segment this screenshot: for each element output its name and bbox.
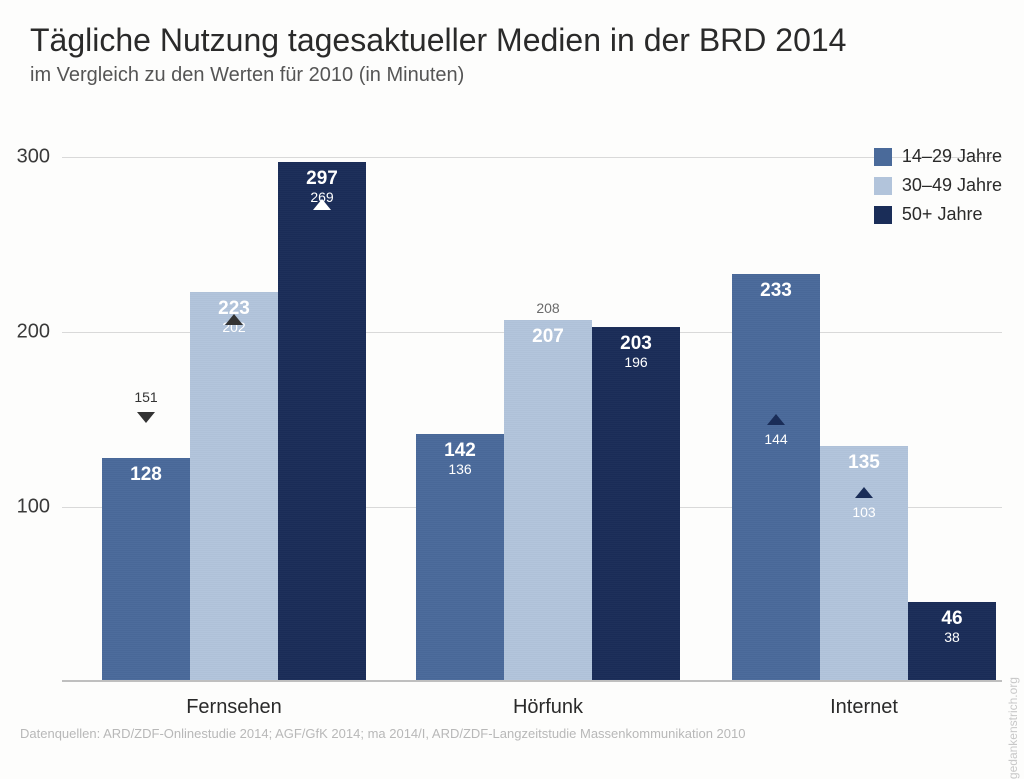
triangle-up-icon	[225, 314, 243, 325]
category-label: Hörfunk	[416, 682, 680, 719]
plot-area: 100200300 128151223202297269Fernsehen142…	[62, 122, 1002, 682]
category-label: Fernsehen	[102, 682, 366, 719]
triangle-up-icon	[855, 487, 873, 498]
bar-prev-label: 136	[416, 461, 504, 477]
legend: 14–29 Jahre 30–49 Jahre 50+ Jahre	[874, 146, 1002, 225]
x-axis-baseline	[62, 680, 1002, 682]
bar: 207	[504, 320, 592, 682]
chart-title: Tägliche Nutzung tagesaktueller Medien i…	[30, 22, 846, 59]
watermark: gedankenstrich.org	[1006, 677, 1020, 779]
legend-swatch	[874, 206, 892, 224]
bar: 4638	[908, 602, 996, 683]
bar: 203196	[592, 327, 680, 682]
y-tick-label: 300	[17, 146, 62, 169]
bar: 142136	[416, 434, 504, 683]
legend-item: 14–29 Jahre	[874, 146, 1002, 167]
arrow-label: 144	[732, 431, 820, 447]
legend-label: 50+ Jahre	[902, 204, 983, 225]
category-label: Internet	[732, 682, 996, 719]
bar: 223202	[190, 292, 278, 682]
legend-swatch	[874, 148, 892, 166]
source-attribution: Datenquellen: ARD/ZDF-Onlinestudie 2014;…	[20, 726, 745, 741]
bar-prev-label: 38	[908, 629, 996, 645]
legend-swatch	[874, 177, 892, 195]
bar-value-label: 128	[102, 464, 190, 486]
triangle-up-icon	[767, 414, 785, 425]
bar-value-label: 135	[820, 452, 908, 474]
arrow-label: 151	[102, 389, 190, 405]
triangle-down-icon	[137, 412, 155, 423]
bar: 128	[102, 458, 190, 682]
category-group: 128151223202297269Fernsehen	[102, 122, 366, 682]
bar-value-label: 142	[416, 440, 504, 462]
legend-label: 30–49 Jahre	[902, 175, 1002, 196]
bar-above-label: 208	[504, 300, 592, 316]
legend-item: 50+ Jahre	[874, 204, 1002, 225]
bar-value-label: 207	[504, 326, 592, 348]
bar-prev-label: 196	[592, 354, 680, 370]
bar: 135	[820, 446, 908, 682]
y-tick-label: 200	[17, 321, 62, 344]
category-group: 142136207208203196Hörfunk	[416, 122, 680, 682]
bar-value-label: 233	[732, 280, 820, 302]
bar-value-label: 203	[592, 333, 680, 355]
bar-value-label: 297	[278, 168, 366, 190]
triangle-up-icon	[313, 199, 331, 210]
bar-value-label: 46	[908, 608, 996, 630]
chart-subtitle: im Vergleich zu den Werten für 2010 (in …	[30, 64, 464, 87]
legend-label: 14–29 Jahre	[902, 146, 1002, 167]
arrow-label: 103	[820, 504, 908, 520]
bar: 297269	[278, 162, 366, 682]
bar: 233	[732, 274, 820, 682]
legend-item: 30–49 Jahre	[874, 175, 1002, 196]
y-tick-label: 100	[17, 496, 62, 519]
